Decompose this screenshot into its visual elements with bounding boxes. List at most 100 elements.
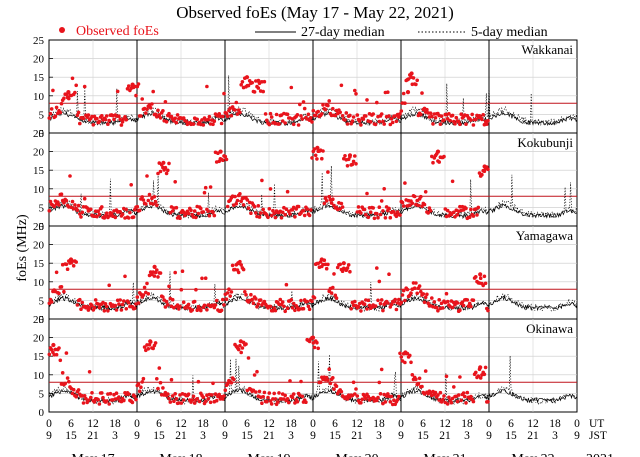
observed-point <box>291 122 296 127</box>
observed-point <box>467 215 472 219</box>
year-label: 2021 <box>586 452 614 457</box>
observed-point <box>205 84 209 89</box>
observed-point <box>452 385 456 389</box>
observed-point <box>269 213 274 218</box>
jst-tick-label: 15 <box>505 430 517 442</box>
observed-point <box>427 206 432 210</box>
observed-point <box>381 209 385 213</box>
observed-point <box>158 116 163 120</box>
observed-point <box>172 399 176 404</box>
observed-point <box>373 304 378 308</box>
observed-peak <box>435 149 441 154</box>
observed-point <box>186 392 191 397</box>
observed-point <box>405 287 410 292</box>
observed-point <box>75 303 80 307</box>
observed-point <box>240 346 245 350</box>
ut-tick-label: 0 <box>310 418 316 430</box>
observed-point <box>283 393 288 398</box>
observed-point <box>311 341 316 345</box>
observed-point <box>481 113 486 117</box>
observed-point <box>478 376 483 380</box>
observed-point <box>246 206 251 210</box>
observed-point <box>250 80 254 85</box>
observed-point <box>353 154 357 158</box>
observed-point <box>155 268 159 272</box>
y-tick-label: 10 <box>33 277 45 289</box>
observed-point <box>375 266 379 270</box>
observed-point <box>307 213 312 218</box>
observed-point <box>377 380 382 385</box>
observed-point <box>283 213 288 217</box>
observed-point <box>324 199 329 203</box>
y-tick-label: 15 <box>33 258 45 270</box>
observed-point <box>485 122 489 126</box>
observed-point <box>48 199 53 204</box>
y-tick-label: 5 <box>39 388 45 400</box>
observed-point <box>59 101 64 106</box>
observed-point <box>425 107 429 112</box>
observed-point <box>458 375 462 379</box>
observed-point <box>254 390 258 394</box>
observed-point <box>236 270 241 275</box>
observed-point <box>238 110 242 115</box>
observed-point <box>232 377 236 382</box>
observed-point <box>310 120 314 124</box>
observed-point <box>456 119 461 124</box>
observed-point <box>379 199 384 203</box>
observed-point <box>174 205 179 210</box>
observed-point <box>448 118 453 123</box>
observed-point <box>117 302 121 306</box>
observed-point <box>447 395 451 400</box>
observed-point <box>343 118 347 122</box>
observed-point <box>399 355 404 359</box>
observed-point <box>79 215 83 219</box>
observed-point <box>359 123 363 127</box>
observed-peak <box>478 272 483 277</box>
observed-point <box>284 207 289 211</box>
panel-okinawa: 0 5 10 15 20 25 Okinawa <box>33 314 578 419</box>
observed-point <box>268 304 273 309</box>
observed-point <box>293 308 297 313</box>
observed-point <box>102 309 107 313</box>
observed-peak <box>403 350 408 355</box>
observed-point <box>258 211 263 215</box>
median-5day-line <box>48 354 578 406</box>
observed-point <box>364 212 368 217</box>
observed-point <box>262 79 267 84</box>
observed-point <box>445 402 450 406</box>
observed-point <box>400 200 405 205</box>
observed-point <box>290 395 295 400</box>
observed-point <box>338 207 343 211</box>
observed-point <box>375 100 379 105</box>
observed-point <box>163 305 168 309</box>
observed-point <box>306 304 311 309</box>
observed-point <box>49 107 54 111</box>
observed-point <box>398 351 402 356</box>
observed-point <box>442 154 446 159</box>
observed-point <box>291 392 296 396</box>
observed-point <box>136 301 141 305</box>
observed-point <box>401 288 406 293</box>
jst-tick-label: 15 <box>65 430 77 442</box>
observed-point <box>244 293 248 297</box>
observed-point <box>414 281 418 285</box>
observed-point <box>191 394 196 399</box>
observed-point <box>271 397 275 401</box>
observed-point <box>315 340 319 345</box>
observed-point <box>157 113 162 117</box>
observed-point <box>426 211 431 215</box>
observed-point <box>388 122 393 127</box>
median-27day-line <box>48 110 578 127</box>
observed-point <box>348 113 352 118</box>
observed-point <box>256 204 261 208</box>
observed-point <box>239 350 243 355</box>
observed-point <box>97 119 102 124</box>
observed-point <box>450 113 455 118</box>
observed-point <box>327 367 332 372</box>
observed-point <box>482 372 487 377</box>
observed-point <box>199 308 203 313</box>
observed-point <box>119 123 124 127</box>
observed-point <box>152 195 157 199</box>
observed-point <box>173 392 177 396</box>
observed-point <box>428 208 433 213</box>
